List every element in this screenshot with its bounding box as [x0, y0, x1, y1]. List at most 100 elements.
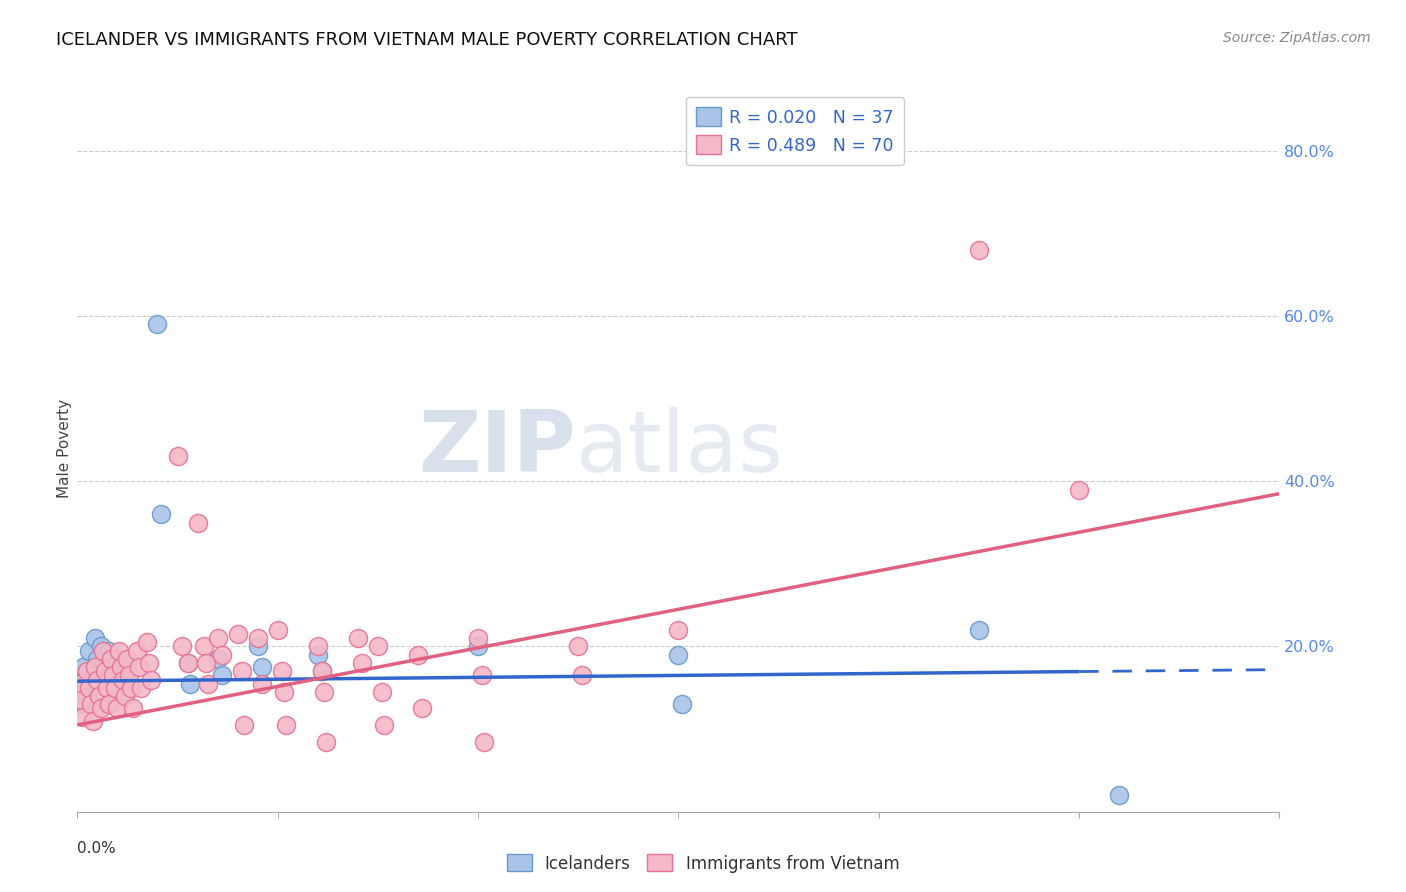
Point [100, 665, 122, 679]
Point [70, 698, 93, 712]
Point [350, 656, 373, 670]
Point [108, 668, 131, 682]
Point [127, 643, 149, 657]
Point [166, 450, 188, 464]
Point [671, 698, 693, 712]
Point [207, 652, 229, 666]
Point [571, 668, 593, 682]
Legend: R = 0.020   N = 37, R = 0.489   N = 70: R = 0.020 N = 37, R = 0.489 N = 70 [686, 97, 904, 165]
Text: ZIP: ZIP [419, 407, 576, 490]
Point [150, 508, 173, 522]
Point [86, 652, 108, 666]
Point [84, 632, 107, 646]
Point [197, 676, 219, 690]
Point [131, 681, 153, 695]
Point [371, 685, 394, 699]
Point [90, 701, 112, 715]
Point [311, 665, 333, 679]
Point [117, 656, 139, 670]
Point [274, 718, 297, 732]
Point [118, 668, 141, 682]
Point [307, 640, 329, 654]
Y-axis label: Male Poverty: Male Poverty [56, 399, 72, 498]
Point [104, 681, 127, 695]
Point [118, 676, 141, 690]
Point [967, 243, 990, 257]
Point [89, 689, 111, 703]
Point [90, 640, 112, 654]
Point [246, 632, 269, 646]
Point [471, 668, 494, 682]
Point [103, 681, 125, 695]
Text: 0.0%: 0.0% [77, 841, 117, 855]
Point [94, 665, 117, 679]
Point [176, 656, 198, 670]
Point [273, 685, 295, 699]
Point [110, 685, 132, 699]
Point [472, 734, 495, 748]
Point [267, 623, 290, 637]
Point [80, 665, 103, 679]
Point [100, 652, 122, 666]
Point [373, 718, 395, 732]
Point [411, 701, 433, 715]
Point [1108, 788, 1130, 802]
Point [89, 668, 111, 682]
Point [82, 714, 104, 728]
Point [193, 640, 215, 654]
Point [170, 640, 193, 654]
Point [107, 652, 129, 666]
Point [110, 660, 132, 674]
Point [179, 676, 201, 690]
Point [70, 693, 93, 707]
Point [117, 652, 139, 666]
Point [1069, 483, 1091, 497]
Point [312, 685, 335, 699]
Point [84, 660, 107, 674]
Point [467, 632, 489, 646]
Point [120, 681, 142, 695]
Point [367, 640, 389, 654]
Point [232, 718, 254, 732]
Point [98, 643, 121, 657]
Point [246, 640, 269, 654]
Point [668, 648, 690, 662]
Point [114, 689, 136, 703]
Point [250, 676, 273, 690]
Point [187, 516, 209, 530]
Point [76, 665, 98, 679]
Point [93, 643, 115, 657]
Point [108, 643, 131, 657]
Point [194, 656, 217, 670]
Text: atlas: atlas [576, 407, 785, 490]
Point [96, 681, 118, 695]
Point [315, 734, 337, 748]
Point [72, 660, 94, 674]
Point [211, 668, 233, 682]
Point [80, 698, 103, 712]
Point [107, 701, 129, 715]
Point [567, 640, 589, 654]
Point [98, 698, 121, 712]
Point [128, 660, 150, 674]
Legend: Icelanders, Immigrants from Vietnam: Icelanders, Immigrants from Vietnam [501, 847, 905, 880]
Point [406, 648, 429, 662]
Point [146, 318, 169, 332]
Point [347, 632, 370, 646]
Point [79, 643, 101, 657]
Point [122, 701, 145, 715]
Point [211, 648, 233, 662]
Point [250, 660, 273, 674]
Point [79, 681, 101, 695]
Point [307, 648, 329, 662]
Text: ICELANDER VS IMMIGRANTS FROM VIETNAM MALE POVERTY CORRELATION CHART: ICELANDER VS IMMIGRANTS FROM VIETNAM MAL… [56, 31, 797, 49]
Point [75, 685, 97, 699]
Point [93, 660, 115, 674]
Point [967, 623, 990, 637]
Point [136, 635, 159, 649]
Point [94, 676, 117, 690]
Point [86, 673, 108, 687]
Point [112, 673, 135, 687]
Point [270, 665, 292, 679]
Point [67, 676, 90, 690]
